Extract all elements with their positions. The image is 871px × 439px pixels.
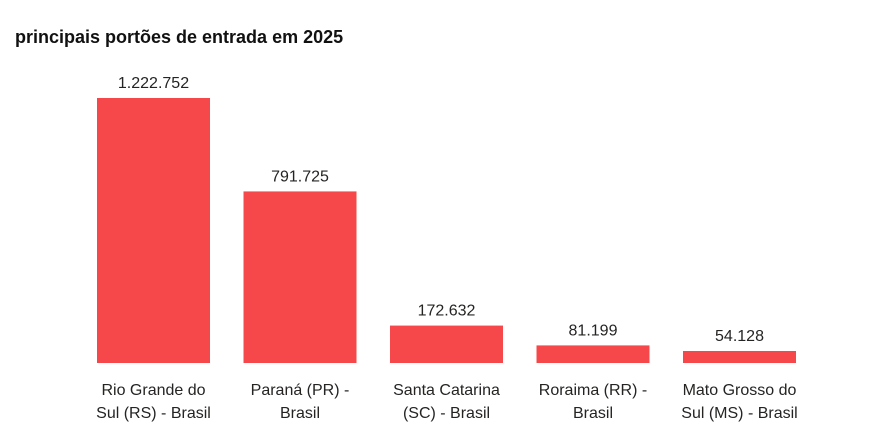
bar-value-label-2: 791.725 [271,168,329,185]
chart-title: principais portões de entrada em 2025 [15,27,344,47]
bar-value-label-5: 54.128 [715,328,764,345]
value-labels-layer: 1.222.752 791.725 172.632 81.199 54.128 [118,75,764,345]
category-label-line: Brasil [280,405,320,422]
category-label-line: (SC) - Brasil [403,405,490,422]
category-label-line: Santa Catarina [393,382,500,399]
category-label-line: Rio Grande do [101,382,205,399]
bar-2[interactable] [243,191,357,363]
bar-value-label-1: 1.222.752 [118,75,189,92]
category-label-line: Roraima (RR) - [539,382,647,399]
category-label-1: Rio Grande do Sul (RS) - Brasil [96,382,211,422]
bar-1[interactable] [97,98,210,363]
bar-5[interactable] [683,351,796,363]
bar-3[interactable] [390,325,503,363]
category-label-4: Roraima (RR) - Brasil [539,382,647,422]
category-label-line: Paraná (PR) - [251,382,350,399]
bar-4[interactable] [536,345,650,363]
category-labels-layer: Rio Grande do Sul (RS) - Brasil Paraná (PR… [96,382,798,422]
category-label-line: Brasil [573,405,613,422]
category-label-5: Mato Grosso do Sul (MS) - Brasil [681,382,797,422]
category-label-3: Santa Catarina (SC) - Brasil [393,382,500,422]
bar-value-label-3: 172.632 [418,303,476,320]
category-label-line: Mato Grosso do [683,382,797,399]
category-label-line: Sul (RS) - Brasil [96,405,211,422]
bars-layer [97,98,796,363]
category-label-2: Paraná (PR) - Brasil [251,382,350,422]
category-label-line: Sul (MS) - Brasil [681,405,797,422]
bar-value-label-4: 81.199 [569,322,618,339]
